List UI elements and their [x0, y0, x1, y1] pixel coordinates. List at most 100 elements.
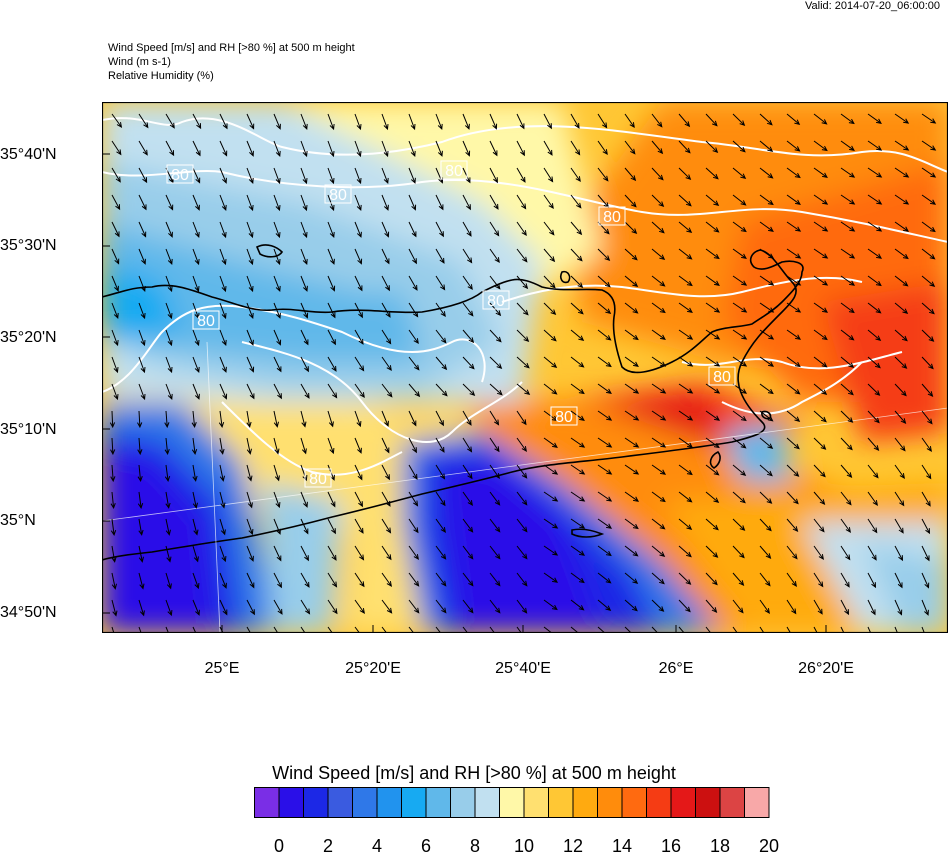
wind-arrow — [137, 410, 143, 429]
wind-arrow — [813, 491, 826, 505]
wind-arrow — [408, 113, 416, 131]
wind-arrow — [678, 626, 685, 633]
wind-arrow — [651, 140, 664, 155]
wind-arrow — [840, 167, 856, 178]
wind-arrow — [840, 275, 856, 286]
wind-arrow — [705, 599, 718, 613]
wind-arrow — [867, 464, 879, 479]
wind-arrow — [786, 194, 801, 205]
wind-arrow — [381, 599, 393, 614]
wind-arrow — [435, 410, 444, 427]
wind-arrow — [921, 194, 937, 205]
wind-arrow — [894, 248, 909, 260]
wind-arrow — [246, 248, 254, 266]
wind-arrow — [732, 491, 746, 504]
wind-arrow — [354, 410, 362, 428]
wind-arrow — [489, 113, 498, 130]
wind-arrow — [381, 626, 388, 633]
wind-arrow — [597, 329, 612, 341]
wind-arrow — [408, 518, 419, 534]
wind-arrow — [894, 383, 907, 397]
wind-arrow — [489, 545, 501, 560]
wind-arrow — [381, 329, 392, 345]
wind-arrow — [354, 329, 364, 345]
wind-arrow — [813, 221, 829, 232]
wind-arrow — [192, 626, 197, 633]
wind-arrow — [246, 410, 252, 428]
wind-arrow — [489, 437, 500, 453]
wind-arrow — [921, 140, 937, 151]
wind-arrow — [381, 113, 389, 131]
wind-arrow — [354, 464, 363, 481]
wind-arrow — [165, 626, 170, 633]
wind-arrow — [894, 491, 905, 507]
wind-arrow — [840, 302, 855, 314]
wind-arrow — [867, 167, 883, 178]
wind-arrow — [462, 626, 469, 633]
wind-arrow — [435, 545, 447, 560]
wind-arrow — [786, 410, 801, 422]
rh-label: 80 — [329, 187, 347, 204]
wind-arrow — [273, 275, 281, 292]
wind-arrow — [435, 572, 447, 587]
wind-arrow — [219, 545, 227, 563]
wind-arrow — [327, 410, 334, 428]
wind-arrow — [300, 626, 306, 633]
wind-arrow — [759, 329, 775, 340]
wind-arrow — [624, 167, 637, 182]
wind-arrow — [300, 221, 308, 239]
wind-arrow — [300, 194, 308, 212]
wind-arrow — [894, 599, 903, 616]
colorbar-swatch — [744, 787, 770, 818]
wind-arrow — [408, 545, 419, 560]
wind-arrow — [516, 545, 528, 560]
colorbar-swatch — [474, 787, 500, 818]
wind-arrow — [219, 572, 227, 589]
wind-arrow — [624, 329, 639, 341]
wind-arrow — [192, 248, 200, 266]
wind-arrow — [246, 464, 253, 482]
wind-arrow — [570, 167, 581, 183]
wind-arrow — [219, 626, 224, 633]
wind-arrow — [894, 167, 910, 178]
wind-arrow — [516, 599, 528, 614]
wind-arrow — [381, 248, 390, 265]
wind-arrow — [435, 437, 445, 453]
lat-label-34-50: 34°50'N — [0, 604, 57, 621]
wind-arrow — [813, 626, 818, 633]
wind-arrow — [192, 275, 200, 293]
header-rh-units: Relative Humidity (%) — [108, 70, 214, 82]
wind-arrow — [651, 275, 666, 287]
wind-arrow — [624, 437, 640, 448]
wind-arrow — [138, 221, 147, 238]
wind-arrow — [381, 221, 390, 238]
wind-arrow — [300, 356, 309, 373]
wind-arrow — [327, 491, 336, 508]
wind-arrow — [165, 329, 173, 347]
wind-arrow — [705, 221, 720, 233]
wind-arrow — [137, 464, 143, 483]
wind-arrow — [921, 464, 932, 480]
lat-label-35-10: 35°10'N — [0, 421, 57, 438]
wind-arrow — [273, 140, 281, 157]
wind-arrow — [840, 194, 856, 205]
wind-arrow — [516, 626, 522, 633]
wind-arrow — [273, 221, 281, 239]
wind-arrow — [327, 599, 338, 615]
wind-arrow — [219, 599, 228, 616]
colorbar-swatch — [670, 787, 696, 818]
wind-arrow — [732, 221, 747, 233]
wind-arrow — [867, 572, 877, 589]
wind-arrow — [867, 221, 883, 232]
wind-arrow — [408, 410, 417, 427]
wind-speed-map: 80 80 80 80 80 80 80 80 80 — [102, 102, 948, 633]
wind-arrow — [111, 167, 121, 183]
wind-arrow — [138, 113, 149, 129]
colorbar-label: 18 — [709, 836, 731, 856]
wind-arrow — [354, 491, 363, 508]
wind-arrow — [165, 491, 171, 509]
wind-arrow — [570, 572, 585, 584]
wind-arrow — [678, 194, 692, 207]
wind-arrow — [651, 302, 666, 314]
wind-arrow — [111, 140, 122, 156]
